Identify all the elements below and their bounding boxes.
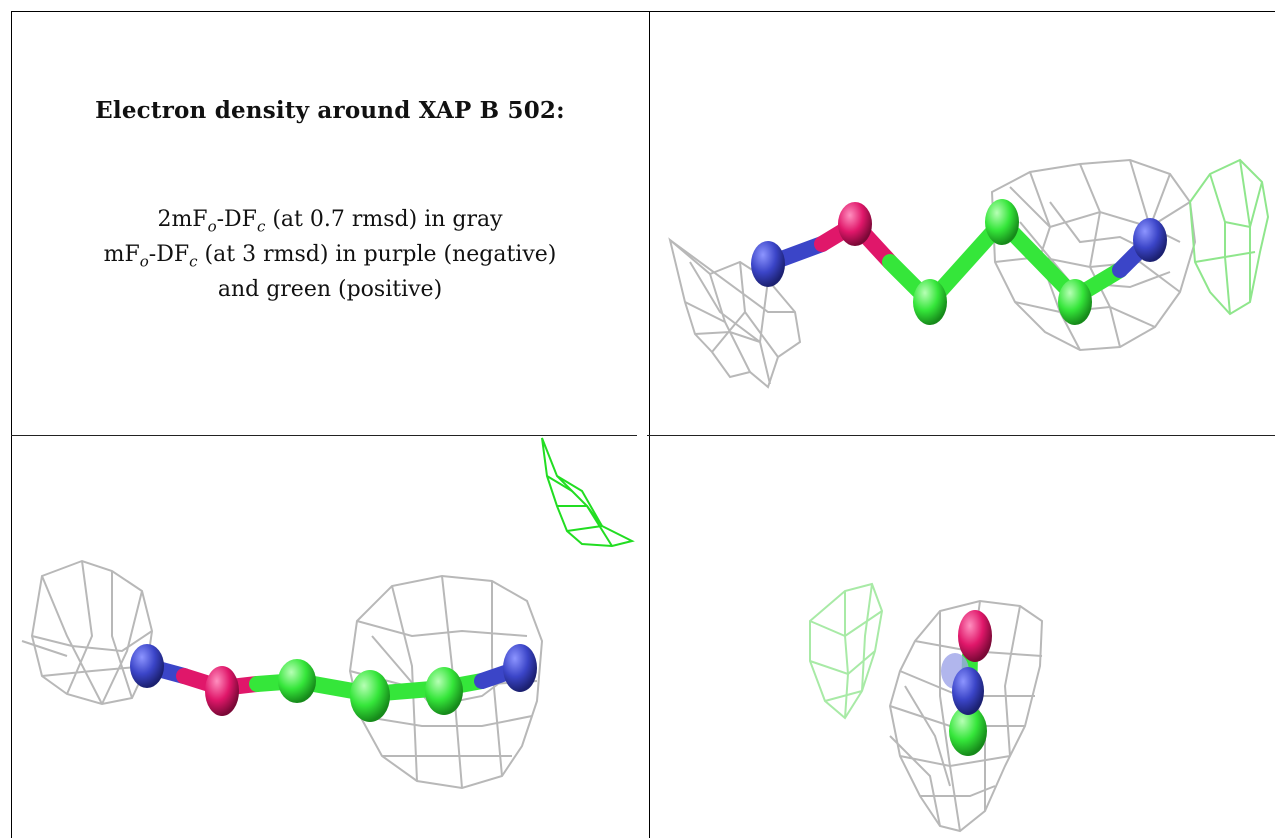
green-mesh-positive <box>809 582 884 720</box>
density-view-top-right <box>668 158 1270 389</box>
row-divider-right <box>647 435 1275 436</box>
atom-o1 <box>838 202 872 246</box>
center-divider <box>649 11 650 838</box>
atom-o1 <box>958 610 992 662</box>
bonds <box>760 214 1158 310</box>
left-border <box>11 11 12 838</box>
atom-c2 <box>985 199 1019 245</box>
atom-c3 <box>425 667 463 715</box>
atom-n1 <box>952 667 984 715</box>
gray-mesh-right <box>990 158 1197 352</box>
atom-c3 <box>1058 279 1092 325</box>
atoms <box>130 644 537 722</box>
atom-c2 <box>350 670 390 722</box>
top-border <box>11 11 1275 12</box>
green-mesh-positive <box>541 437 635 548</box>
panel-bottom-left <box>12 436 649 838</box>
caption-cell: Electron density around XAP B 502: 2mFo-… <box>11 11 649 435</box>
figure-table: Electron density around XAP B 502: 2mFo-… <box>11 11 1275 838</box>
bonds <box>139 658 528 702</box>
atom-n2 <box>503 644 537 692</box>
caption-line-2fofc: 2mFo-DFc (at 0.7 rmsd) in gray <box>157 207 503 236</box>
panel-top-right <box>650 12 1275 435</box>
atom-n2 <box>1133 218 1167 262</box>
caption-line-3: and green (positive) <box>217 277 443 302</box>
green-mesh-positive <box>1188 158 1270 316</box>
atom-n1 <box>130 644 164 688</box>
atom-c1 <box>913 279 947 325</box>
density-view-bottom-right <box>809 582 1044 833</box>
density-view-bottom-left <box>21 437 635 790</box>
atom-n1 <box>751 241 785 287</box>
atoms <box>751 199 1167 325</box>
row-divider <box>11 435 637 436</box>
caption-line-fofc: mFo-DFc (at 3 rmsd) in purple (negative) <box>103 242 557 271</box>
atom-c1 <box>278 659 316 703</box>
gray-mesh-left <box>21 559 154 706</box>
panel-bottom-right <box>650 436 1275 838</box>
atom-o1 <box>205 666 239 716</box>
caption-title: Electron density around XAP B 502: <box>95 97 565 124</box>
atom-c1 <box>949 706 987 756</box>
atoms <box>941 610 992 756</box>
gray-mesh-left <box>668 237 802 389</box>
